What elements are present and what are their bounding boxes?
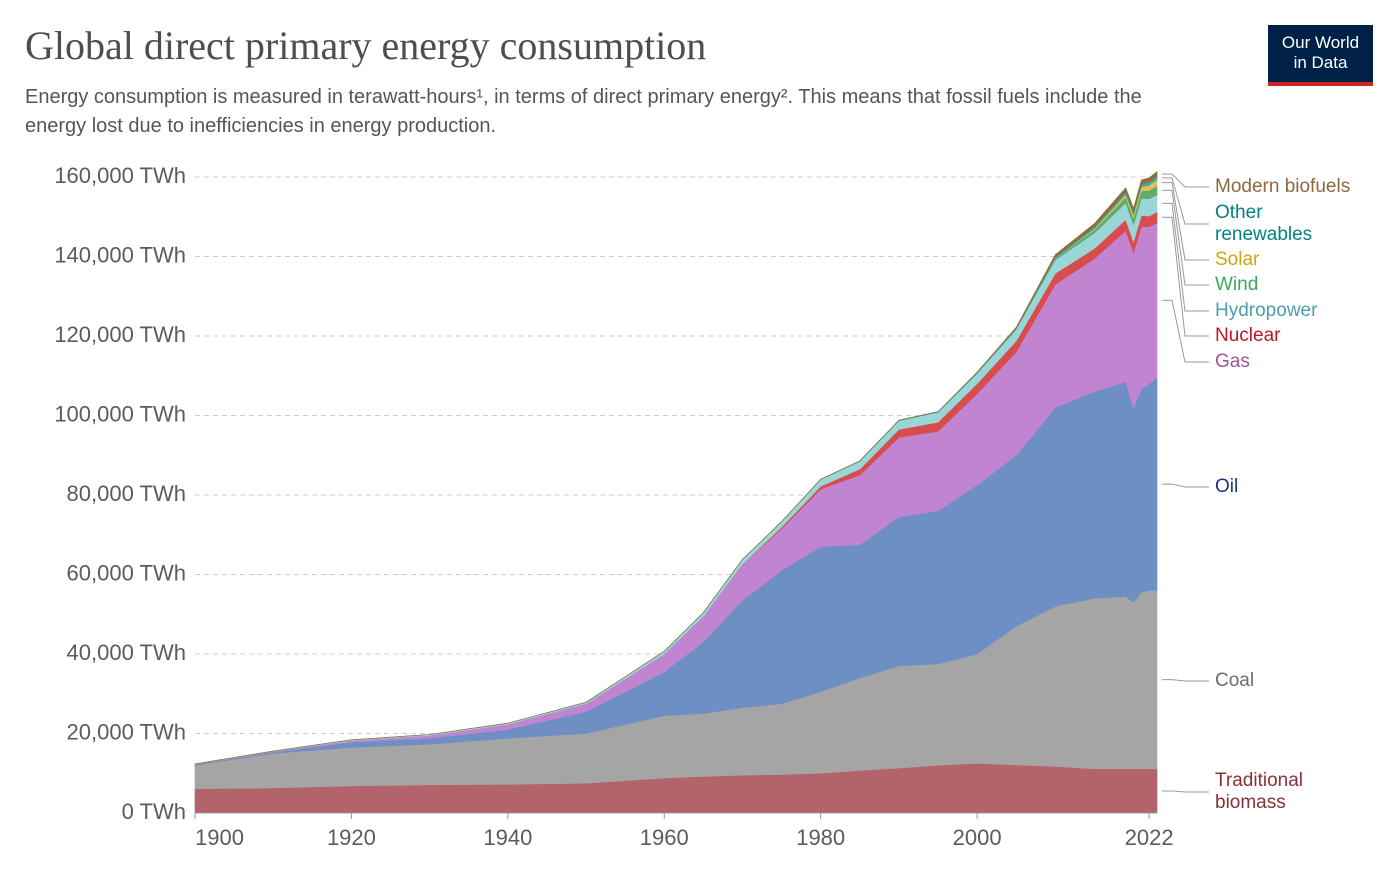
y-tick-label: 20,000 TWh [67,719,186,744]
y-tick-label: 120,000 TWh [54,322,186,347]
legend-label: Wind [1215,274,1259,295]
legend-connector [1162,182,1209,261]
areas [194,171,1158,814]
legend-connector [1162,679,1209,682]
legend-connector [1162,483,1209,488]
y-tick-label: 0 TWh [122,799,186,824]
legend-label: Gas [1215,351,1250,372]
x-tick-label: 2022 [1125,825,1174,850]
logo-line: Our World [1281,33,1360,52]
y-tick-label: 60,000 TWh [67,560,186,585]
x-tick-label: 1940 [483,825,532,850]
x-tick-label: 1920 [327,825,376,850]
legend-connector [1162,189,1209,286]
legend-connector [1162,173,1209,188]
legend-connector [1162,790,1209,793]
legend-label: Coal [1215,670,1255,691]
y-tick-label: 80,000 TWh [67,481,186,506]
legend-label: Nuclear [1215,325,1281,346]
legend-connector [1162,202,1209,312]
y-tick-label: 40,000 TWh [67,640,186,665]
logo-line: in Data [1293,53,1348,72]
y-tick-label: 100,000 TWh [54,401,186,426]
area [194,171,1158,765]
legend-label: Oil [1215,476,1239,497]
x-tick-label: 1980 [796,825,845,850]
chart-title: Global direct primary energy consumption [25,23,707,68]
legend-connector [1162,216,1209,337]
legend-label: Other renewables [1215,202,1313,245]
x-tick-label: 1960 [640,825,689,850]
legend-label: Hydropower [1215,300,1318,321]
logo[interactable]: Our World in Data [1268,25,1373,86]
legend-connector [1162,177,1209,225]
x-tick-label: 1900 [195,825,244,850]
legend-label: Solar [1215,249,1260,270]
legend-connector [1162,299,1209,363]
chart-subtitle: Energy consumption is measured in terawa… [25,86,1142,137]
y-tick-label: 160,000 TWh [54,163,186,188]
legend-label: Traditional biomass [1215,770,1304,813]
x-tick-label: 2000 [953,825,1002,850]
y-tick-label: 140,000 TWh [54,242,186,267]
legend-label: Modern biofuels [1215,176,1351,197]
